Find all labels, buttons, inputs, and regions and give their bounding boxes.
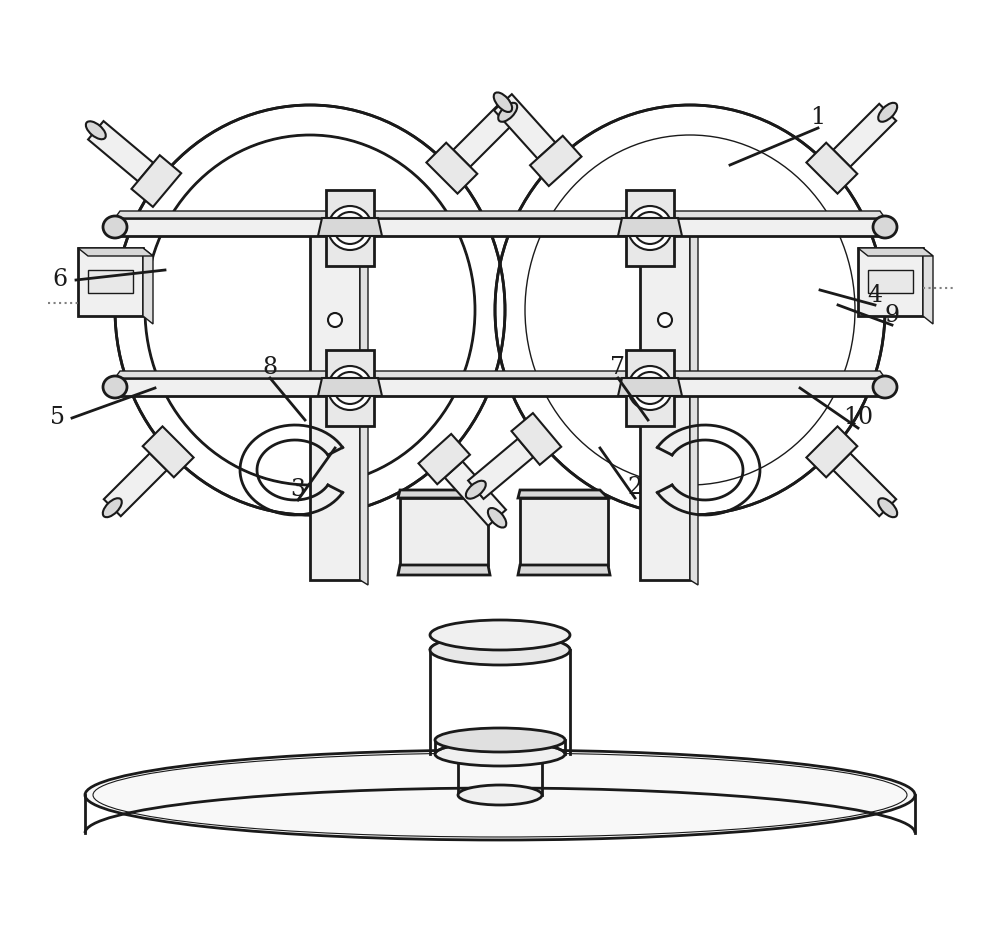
Text: 7: 7 bbox=[610, 356, 626, 380]
Ellipse shape bbox=[86, 122, 106, 139]
Polygon shape bbox=[520, 498, 608, 565]
Ellipse shape bbox=[430, 620, 570, 650]
Polygon shape bbox=[419, 434, 470, 484]
Polygon shape bbox=[78, 248, 143, 316]
Text: 5: 5 bbox=[50, 407, 66, 429]
Polygon shape bbox=[115, 218, 885, 236]
Polygon shape bbox=[115, 211, 885, 218]
Ellipse shape bbox=[435, 728, 565, 752]
Ellipse shape bbox=[878, 498, 897, 517]
Text: 10: 10 bbox=[843, 407, 873, 429]
Ellipse shape bbox=[328, 366, 372, 410]
Ellipse shape bbox=[458, 785, 542, 805]
Polygon shape bbox=[88, 270, 133, 293]
Polygon shape bbox=[690, 230, 698, 585]
Polygon shape bbox=[143, 248, 153, 324]
Polygon shape bbox=[618, 378, 682, 396]
Ellipse shape bbox=[328, 206, 372, 250]
Polygon shape bbox=[326, 350, 374, 426]
Polygon shape bbox=[858, 248, 923, 316]
Polygon shape bbox=[511, 413, 561, 465]
Text: 3: 3 bbox=[290, 479, 306, 501]
Polygon shape bbox=[398, 565, 490, 575]
Polygon shape bbox=[923, 248, 933, 324]
Polygon shape bbox=[530, 136, 581, 186]
Polygon shape bbox=[310, 230, 360, 580]
Polygon shape bbox=[868, 270, 913, 293]
Polygon shape bbox=[858, 248, 933, 256]
Text: 2: 2 bbox=[627, 477, 643, 499]
Polygon shape bbox=[104, 453, 167, 516]
Text: 1: 1 bbox=[810, 107, 826, 130]
Polygon shape bbox=[833, 104, 896, 166]
Ellipse shape bbox=[634, 212, 666, 244]
Polygon shape bbox=[115, 378, 885, 396]
Polygon shape bbox=[806, 143, 857, 194]
Polygon shape bbox=[326, 190, 374, 266]
Polygon shape bbox=[88, 122, 153, 181]
Text: 8: 8 bbox=[262, 356, 278, 380]
Polygon shape bbox=[518, 565, 610, 575]
Polygon shape bbox=[143, 426, 194, 477]
Text: 9: 9 bbox=[884, 304, 900, 326]
Ellipse shape bbox=[334, 212, 366, 244]
Ellipse shape bbox=[628, 366, 672, 410]
Polygon shape bbox=[318, 378, 382, 396]
Polygon shape bbox=[78, 248, 153, 256]
Ellipse shape bbox=[498, 103, 517, 122]
Ellipse shape bbox=[103, 216, 127, 238]
Polygon shape bbox=[494, 94, 555, 159]
Polygon shape bbox=[131, 155, 181, 207]
Ellipse shape bbox=[328, 313, 342, 327]
Ellipse shape bbox=[497, 107, 883, 513]
Ellipse shape bbox=[628, 206, 672, 250]
Ellipse shape bbox=[488, 508, 506, 527]
Polygon shape bbox=[398, 490, 488, 498]
Polygon shape bbox=[426, 143, 477, 194]
Polygon shape bbox=[806, 426, 857, 477]
Polygon shape bbox=[453, 104, 516, 166]
Ellipse shape bbox=[873, 376, 897, 398]
Polygon shape bbox=[833, 453, 896, 516]
Polygon shape bbox=[360, 230, 368, 585]
Ellipse shape bbox=[878, 103, 897, 122]
Ellipse shape bbox=[430, 635, 570, 665]
Polygon shape bbox=[115, 371, 885, 378]
Polygon shape bbox=[400, 498, 488, 565]
Polygon shape bbox=[640, 230, 690, 580]
Ellipse shape bbox=[334, 372, 366, 404]
Ellipse shape bbox=[658, 313, 672, 327]
Ellipse shape bbox=[466, 481, 486, 498]
Polygon shape bbox=[318, 218, 382, 236]
Ellipse shape bbox=[103, 376, 127, 398]
Ellipse shape bbox=[117, 107, 503, 513]
Polygon shape bbox=[445, 462, 506, 525]
Ellipse shape bbox=[85, 750, 915, 840]
Ellipse shape bbox=[103, 498, 122, 517]
Ellipse shape bbox=[873, 216, 897, 238]
Ellipse shape bbox=[634, 372, 666, 404]
Text: 6: 6 bbox=[52, 268, 68, 292]
Polygon shape bbox=[618, 218, 682, 236]
Polygon shape bbox=[518, 490, 608, 498]
Polygon shape bbox=[626, 190, 674, 266]
Ellipse shape bbox=[458, 730, 542, 750]
Polygon shape bbox=[626, 350, 674, 426]
Polygon shape bbox=[468, 439, 533, 499]
Text: 4: 4 bbox=[867, 283, 883, 307]
Ellipse shape bbox=[494, 93, 512, 112]
Ellipse shape bbox=[435, 742, 565, 766]
